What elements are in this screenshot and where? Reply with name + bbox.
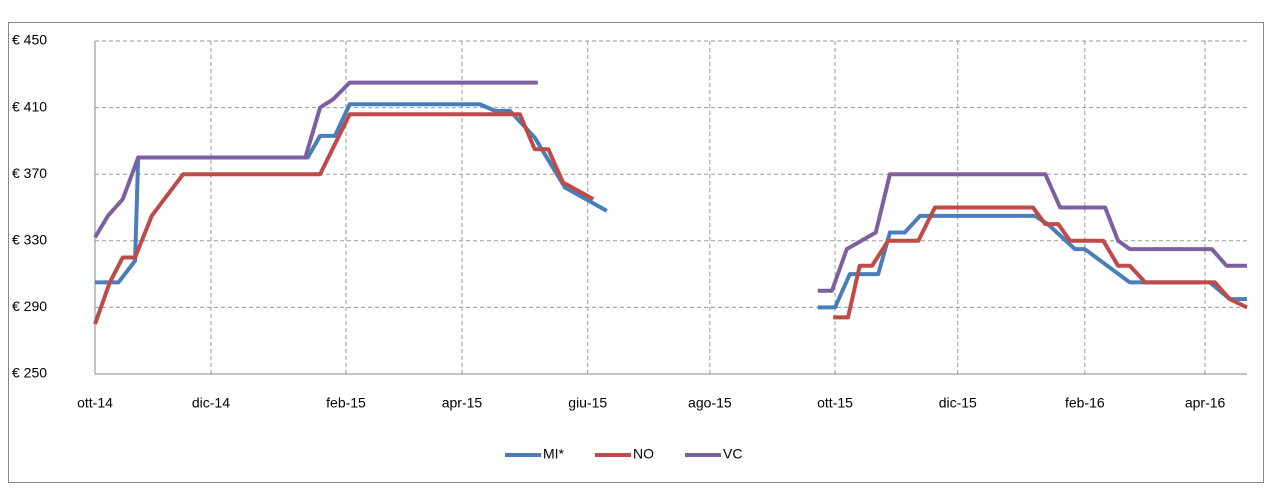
x-tick-label: apr-15 — [442, 395, 483, 411]
y-tick-label: € 250 — [12, 365, 47, 381]
x-tick-label: dic-14 — [192, 395, 230, 411]
x-tick-label: ott-15 — [817, 395, 853, 411]
x-tick-label: feb-16 — [1065, 395, 1105, 411]
x-tick-label: ago-15 — [688, 395, 732, 411]
y-tick-label: € 370 — [12, 165, 47, 181]
chart-frame — [8, 22, 1264, 483]
x-tick-label: ott-14 — [77, 395, 113, 411]
y-tick-label: € 450 — [12, 32, 47, 48]
x-tick-label: apr-16 — [1185, 395, 1226, 411]
legend-label: VC — [723, 446, 742, 462]
y-tick-label: € 290 — [12, 298, 47, 314]
legend-label: MI* — [543, 446, 565, 462]
x-tick-label: dic-15 — [939, 395, 977, 411]
series-line — [93, 112, 1248, 325]
y-tick-label: € 410 — [12, 98, 47, 114]
x-tick-label: feb-15 — [326, 395, 366, 411]
series-line — [93, 80, 1247, 293]
y-tick-label: € 330 — [12, 232, 47, 248]
legend-label: NO — [633, 446, 654, 462]
x-tick-label: giu-15 — [568, 395, 607, 411]
